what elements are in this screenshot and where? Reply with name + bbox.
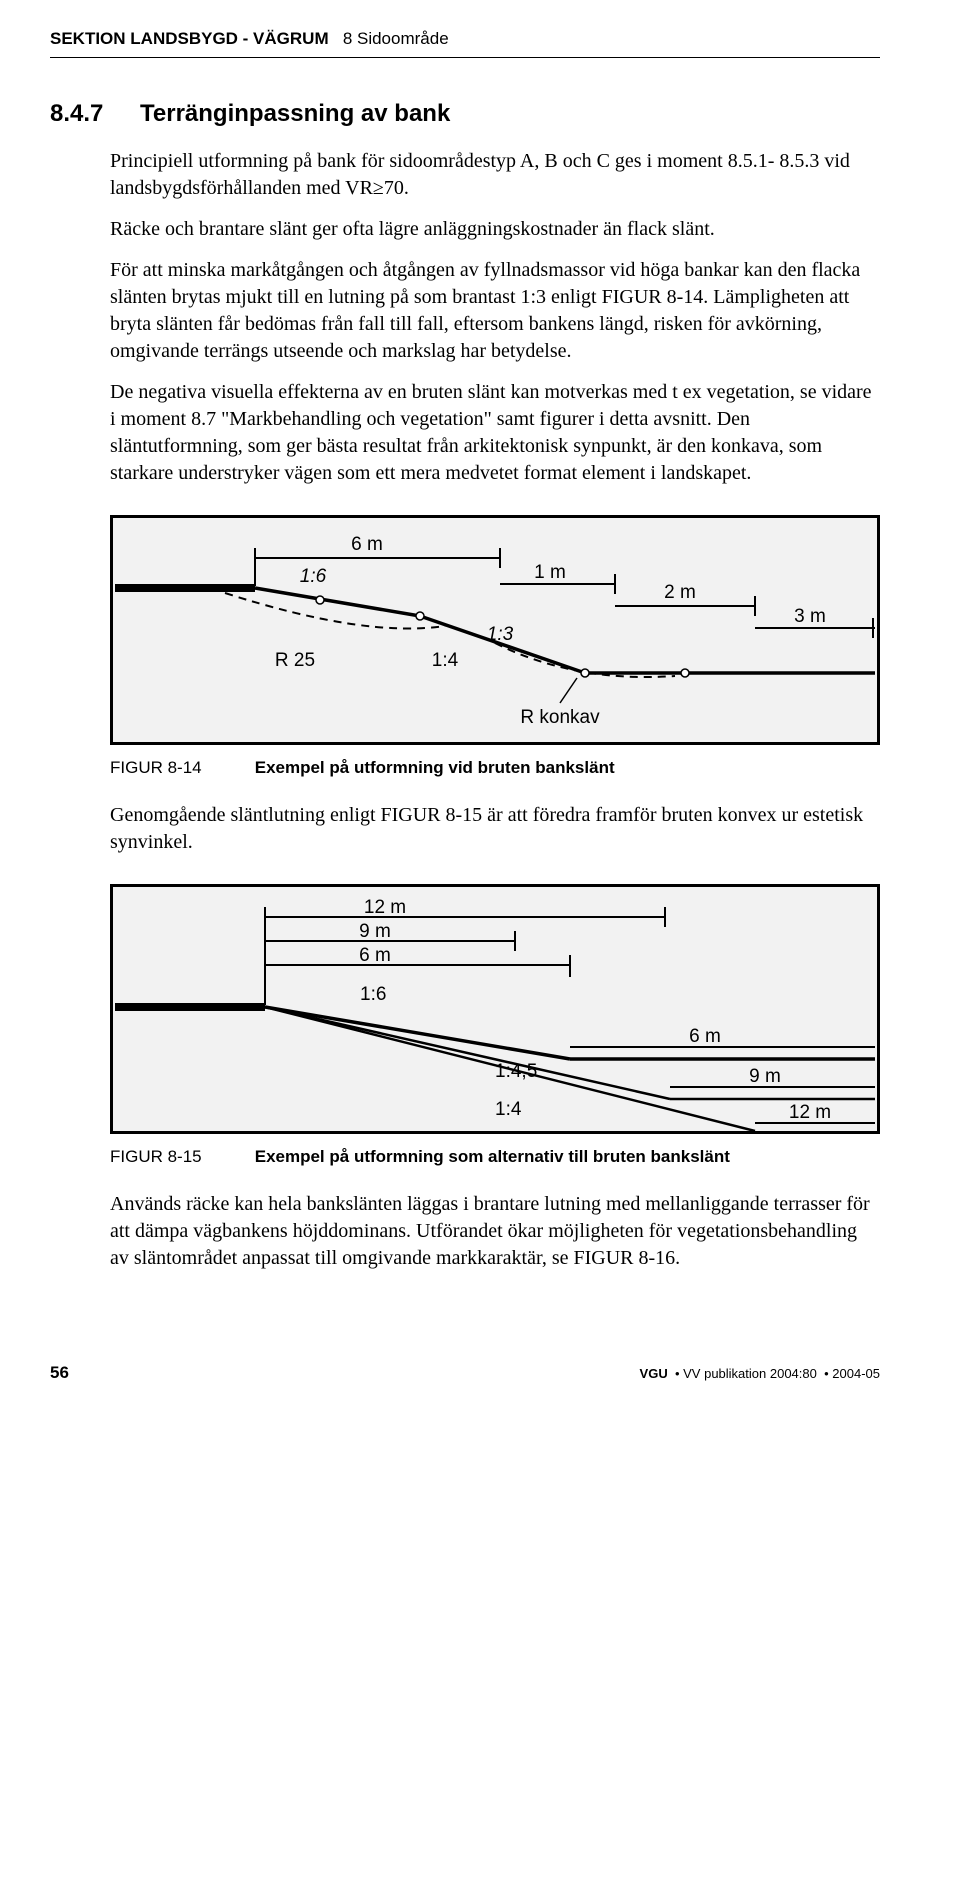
running-header: SEKTION LANDSBYGD - VÄGRUM 8 Sidoområde [50,28,880,51]
fig2-6m-top: 6 m [359,945,391,966]
figure-8-14-title: Exempel på utformning vid bruten bankslä… [255,758,615,777]
figure-8-15-svg: 12 m 9 m 6 m 1:6 1:4,5 1:4 6 m 9 m 12 m [113,887,877,1131]
fig2-slope145: 1:4,5 [495,1061,537,1082]
figure-8-15-caption: FIGUR 8-15 Exempel på utformning som alt… [110,1146,880,1169]
paragraph-2: Räcke och brantare slänt ger ofta lägre … [110,216,880,243]
paragraph-1: Principiell utformning på bank för sidoo… [110,148,880,202]
fig2-slope16: 1:6 [360,984,386,1005]
figure-8-14-box: 6 m 1 m 2 m 3 m 1:6 1:3 1:4 R 25 R konka… [110,515,880,745]
figure-8-15: 12 m 9 m 6 m 1:6 1:4,5 1:4 6 m 9 m 12 m … [110,884,880,1169]
page-footer: 56 VGU • VV publikation 2004:80 • 2004-0… [50,1362,880,1385]
publication-info: VGU • VV publikation 2004:80 • 2004-05 [640,1365,880,1383]
paragraph-4: De negativa visuella effekterna av en br… [110,379,880,487]
fig2-slope14: 1:4 [495,1099,522,1120]
fig1-rkonkav: R konkav [520,707,600,728]
figure-8-14-id: FIGUR 8-14 [110,757,250,780]
fig2-9m-right: 9 m [749,1066,781,1087]
figure-8-15-box: 12 m 9 m 6 m 1:6 1:4,5 1:4 6 m 9 m 12 m [110,884,880,1134]
paragraph-3: För att minska markåtgången och åtgången… [110,257,880,365]
figure-8-14-caption: FIGUR 8-14 Exempel på utformning vid bru… [110,757,880,780]
fig1-3m: 3 m [794,606,826,627]
fig1-6m: 6 m [351,534,383,555]
figure-8-14: 6 m 1 m 2 m 3 m 1:6 1:3 1:4 R 25 R konka… [110,515,880,780]
paragraph-6: Används räcke kan hela bankslänten lägga… [110,1191,880,1272]
header-rule [50,57,880,58]
paragraph-5: Genomgående släntlutning enligt FIGUR 8-… [110,802,880,856]
page-number: 56 [50,1362,69,1385]
fig2-12m-top: 12 m [364,897,406,918]
heading-title: Terränginpassning av bank [140,100,450,127]
figure-8-15-title: Exempel på utformning som alternativ til… [255,1147,730,1166]
fig1-r25: R 25 [275,650,315,671]
fig1-1m: 1 m [534,562,566,583]
fig1-2m: 2 m [664,582,696,603]
section-heading: 8.4.7Terränginpassning av bank [50,98,880,130]
fig2-9m-top: 9 m [359,921,391,942]
fig1-slope14: 1:4 [432,650,459,671]
figure-8-14-svg: 6 m 1 m 2 m 3 m 1:6 1:3 1:4 R 25 R konka… [113,518,877,742]
fig1-slope16: 1:6 [300,566,327,587]
fig1-slope13: 1:3 [487,624,514,645]
fig2-12m-right: 12 m [789,1102,831,1123]
header-section: SEKTION LANDSBYGD - VÄGRUM [50,29,329,48]
heading-number: 8.4.7 [50,98,140,130]
figure-8-15-id: FIGUR 8-15 [110,1146,250,1169]
header-chapter: 8 Sidoområde [333,29,448,48]
fig2-6m-right: 6 m [689,1026,721,1047]
